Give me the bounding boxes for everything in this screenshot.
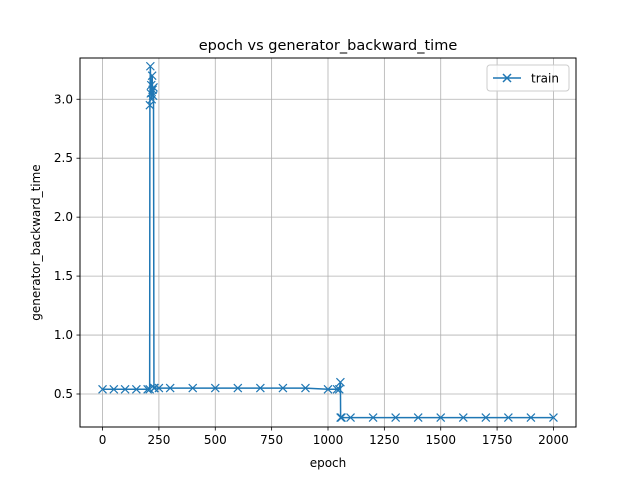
y-tick-label: 0.5	[54, 387, 73, 401]
y-ticks: 0.5 1.0 1.5 2.0 2.5 3.0	[54, 92, 80, 401]
data-point	[255, 383, 265, 393]
y-tick-label: 1.0	[54, 328, 73, 342]
data-point	[147, 71, 157, 81]
data-point	[120, 384, 130, 394]
grid-lines	[80, 58, 576, 427]
x-tick-label: 1500	[425, 433, 456, 447]
data-point	[332, 384, 342, 394]
data-point	[481, 413, 491, 422]
x-tick-label: 500	[204, 433, 227, 447]
x-ticks: 0 250 500 750 1000 1250 1500 1750 2000	[99, 427, 569, 447]
data-point	[368, 413, 378, 422]
data-point	[154, 383, 164, 393]
data-point	[145, 61, 155, 71]
data-point	[334, 384, 344, 394]
legend-box	[486, 64, 570, 92]
legend: train	[486, 64, 570, 92]
data-point	[526, 413, 536, 422]
data-point	[233, 383, 243, 393]
data-point	[145, 100, 155, 110]
x-axis-label: epoch	[310, 456, 347, 470]
y-axis-label: generator_backward_time	[29, 164, 43, 320]
x-tick-label: 1250	[369, 433, 400, 447]
data-point	[109, 384, 119, 394]
data-point	[458, 413, 468, 422]
x-tick-label: 0	[99, 433, 107, 447]
x-tick-label: 2000	[538, 433, 569, 447]
data-point	[549, 413, 558, 422]
data-point	[337, 413, 346, 422]
y-tick-label: 2.0	[54, 210, 73, 224]
data-point	[210, 383, 220, 393]
x-tick-label: 750	[260, 433, 283, 447]
data-point	[148, 91, 158, 101]
data-point	[503, 413, 513, 422]
series-layer	[98, 61, 558, 422]
x-tick-label: 250	[147, 433, 170, 447]
x-tick-label: 1000	[313, 433, 344, 447]
data-point	[278, 383, 288, 393]
data-point	[336, 413, 346, 422]
data-point	[188, 383, 198, 393]
data-point	[391, 413, 401, 422]
legend-label-train: train	[531, 72, 559, 86]
data-point	[346, 413, 355, 422]
y-tick-label: 2.5	[54, 151, 73, 165]
data-point	[335, 377, 345, 387]
data-point	[131, 384, 141, 394]
data-point	[165, 383, 175, 393]
chart-title: epoch vs generator_backward_time	[199, 38, 458, 54]
data-point	[323, 384, 333, 394]
legend-marker-train	[502, 73, 512, 83]
data-point	[301, 383, 310, 393]
y-tick-label: 3.0	[54, 92, 73, 106]
x-tick-label: 1750	[482, 433, 513, 447]
data-point	[413, 413, 423, 422]
data-point	[149, 83, 158, 92]
data-point	[436, 413, 446, 422]
y-tick-label: 1.5	[54, 269, 73, 283]
data-point	[98, 384, 107, 394]
